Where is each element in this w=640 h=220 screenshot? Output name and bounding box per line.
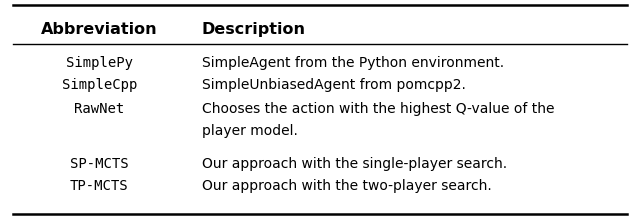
Text: SimpleCpp: SimpleCpp	[61, 78, 137, 92]
Text: Description: Description	[202, 22, 306, 37]
Text: SP-MCTS: SP-MCTS	[70, 157, 129, 171]
Text: SimpleUnbiasedAgent from pomcpp2.: SimpleUnbiasedAgent from pomcpp2.	[202, 78, 465, 92]
Text: player model.: player model.	[202, 124, 298, 138]
Text: SimpleAgent from the Python environment.: SimpleAgent from the Python environment.	[202, 56, 504, 70]
Text: Our approach with the two-player search.: Our approach with the two-player search.	[202, 179, 492, 193]
Text: TP-MCTS: TP-MCTS	[70, 179, 129, 193]
Text: RawNet: RawNet	[74, 102, 124, 116]
Text: Chooses the action with the highest Q-value of the: Chooses the action with the highest Q-va…	[202, 102, 554, 116]
Text: SimplePy: SimplePy	[66, 56, 132, 70]
Text: Our approach with the single-player search.: Our approach with the single-player sear…	[202, 157, 507, 171]
Text: Abbreviation: Abbreviation	[41, 22, 157, 37]
